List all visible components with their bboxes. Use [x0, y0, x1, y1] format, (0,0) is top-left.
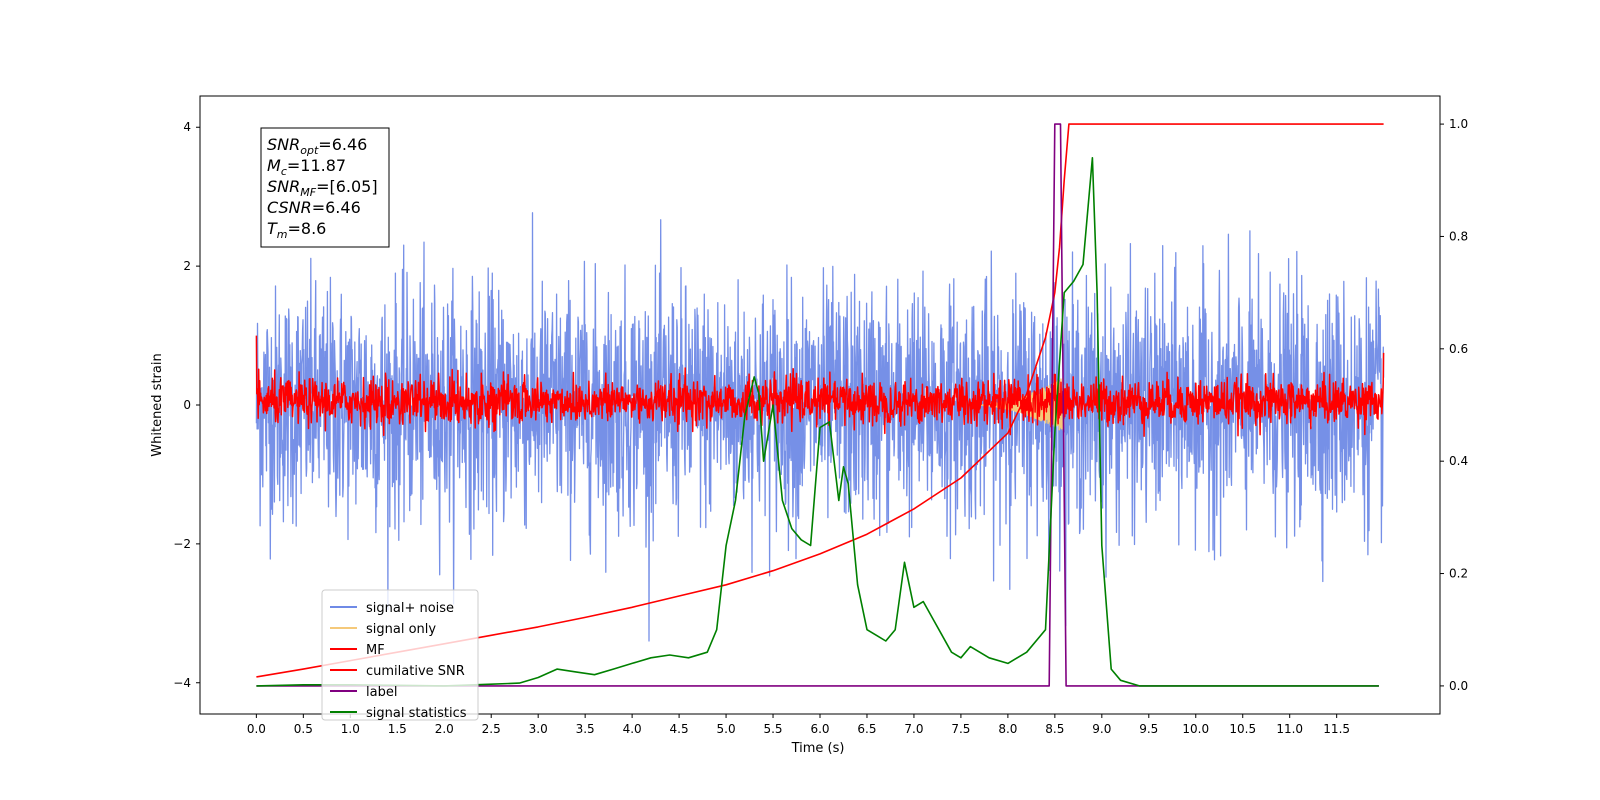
annotation-line: CSNR=6.46 — [267, 198, 361, 217]
annotation-line: SNRMF=[6.05] — [267, 177, 378, 199]
y-tick-label: 2 — [183, 259, 191, 273]
legend-frame — [321, 589, 479, 721]
x-tick-label: 9.0 — [1092, 722, 1111, 736]
x-tick-label: 11.0 — [1276, 722, 1303, 736]
annotation-line: Tm=8.6 — [267, 219, 326, 241]
x-axis-label: Time (s) — [791, 741, 845, 756]
y2-tick-label: 0.0 — [1449, 679, 1468, 693]
annotation-value: =11.87 — [287, 156, 346, 175]
x-tick-label: 11.5 — [1323, 722, 1350, 736]
y-tick-label: −2 — [173, 537, 191, 551]
x-tick-label: 10.5 — [1229, 722, 1256, 736]
x-tick-label: 2.0 — [435, 722, 454, 736]
annotation-value: =6.46 — [318, 135, 367, 154]
annotation-box: SNRopt=6.46Mc=11.87SNRMF=[6.05]CSNR=6.46… — [260, 127, 390, 248]
annotation-symbol: M — [267, 156, 281, 175]
legend-label: signal+ noise — [366, 601, 454, 616]
y-tick-label: 0 — [183, 398, 191, 412]
annotation-line: Mc=11.87 — [267, 156, 346, 178]
legend-label: signal only — [366, 622, 436, 637]
y-tick-label: −4 — [173, 676, 191, 690]
legend-label: label — [366, 685, 397, 700]
y2-tick-label: 1.0 — [1449, 117, 1468, 131]
y-axis-left: −4 −2 0 2 4 — [173, 120, 200, 690]
x-tick-label: 1.5 — [388, 722, 407, 736]
y-axis-right: 0.0 0.2 0.4 0.6 0.8 1.0 — [1440, 117, 1468, 693]
y2-tick-label: 0.6 — [1449, 342, 1468, 356]
x-tick-label: 3.5 — [576, 722, 595, 736]
x-tick-label: 4.0 — [623, 722, 642, 736]
annotation-subscript: c — [281, 165, 287, 178]
annotation-symbol: T — [267, 219, 278, 238]
series-label — [256, 123, 1379, 687]
annotation-frame — [260, 127, 390, 248]
annotation-subscript: m — [277, 228, 288, 241]
x-tick-label: 5.5 — [763, 722, 782, 736]
x-tick-label: 8.5 — [1045, 722, 1064, 736]
annotation-subscript: opt — [300, 144, 319, 157]
x-tick-label: 4.5 — [670, 722, 689, 736]
annotation-value: =8.6 — [288, 219, 327, 238]
x-tick-label: 9.5 — [1139, 722, 1158, 736]
annotation-symbol: SNR — [267, 135, 300, 154]
series-signal-statistics — [256, 157, 1379, 687]
x-tick-label: 3.0 — [529, 722, 548, 736]
annotation-value: =[6.05] — [316, 177, 378, 196]
x-axis: 0.0 0.5 1.0 1.5 2.0 2.5 3.0 3.5 4.0 4.5 5.0 5.5 6.0 6… — [247, 714, 1350, 736]
y2-tick-label: 0.8 — [1449, 229, 1468, 243]
annotation-subscript: MF — [300, 186, 316, 199]
x-tick-label: 6.5 — [857, 722, 876, 736]
series-mf — [255, 335, 1385, 437]
x-tick-label: 2.5 — [482, 722, 501, 736]
x-tick-label: 8.0 — [998, 722, 1017, 736]
annotation-value: =6.46 — [312, 198, 361, 217]
legend-label: signal statistics — [366, 706, 467, 721]
x-tick-label: 5.0 — [717, 722, 736, 736]
annotation-symbol: SNR — [267, 177, 300, 196]
legend-label: cumilative SNR — [366, 664, 465, 679]
x-tick-label: 0.5 — [294, 722, 313, 736]
y2-tick-label: 0.4 — [1449, 454, 1468, 468]
x-tick-label: 7.5 — [951, 722, 970, 736]
x-tick-label: 10.0 — [1182, 722, 1209, 736]
y2-tick-label: 0.2 — [1449, 567, 1468, 581]
y-tick-label: 4 — [183, 120, 191, 134]
annotation-line: SNRopt=6.46 — [267, 135, 367, 157]
legend: signal+ noise signal only MF cumilative SNR… — [321, 589, 479, 721]
x-tick-label: 6.0 — [810, 722, 829, 736]
x-tick-label: 7.0 — [904, 722, 923, 736]
x-tick-label: 1.0 — [341, 722, 360, 736]
x-tick-label: 0.0 — [247, 722, 266, 736]
y-axis-label: Whitened strain — [150, 353, 165, 456]
legend-label: MF — [366, 643, 385, 658]
annotation-symbol: CSNR — [267, 198, 312, 217]
